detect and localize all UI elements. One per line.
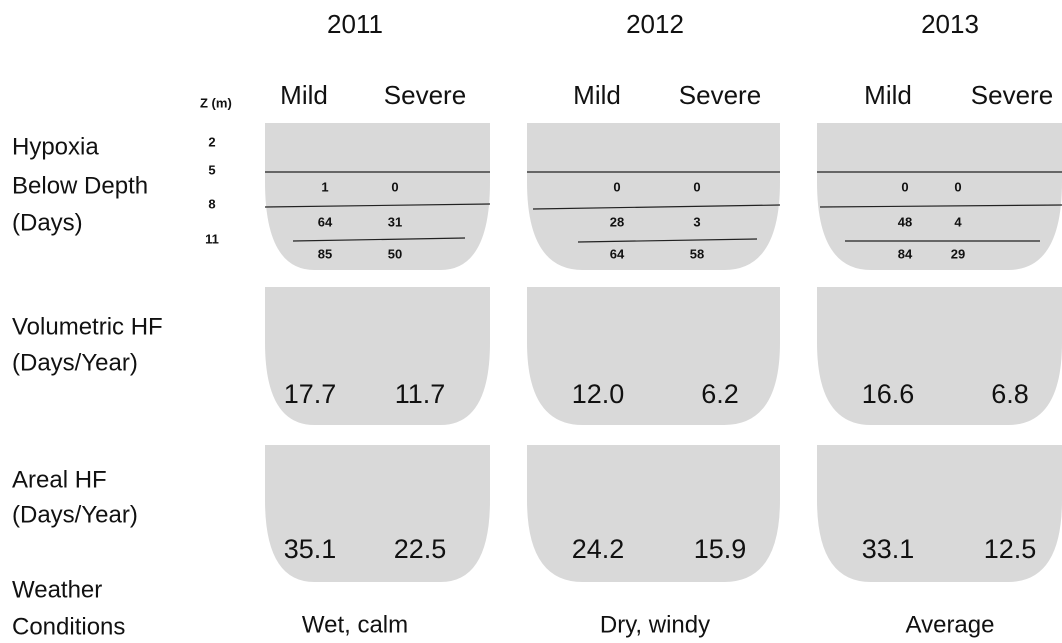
hypoxia-days: 0 <box>613 179 620 194</box>
volumetric-value: 6.8 <box>991 379 1029 409</box>
depth-label: 5 <box>208 162 215 177</box>
areal-value: 12.5 <box>984 534 1037 564</box>
depth-line <box>577 238 758 243</box>
depth-axis-label: Z (m) <box>200 95 232 110</box>
weather: Wet, calm <box>302 611 408 638</box>
row-label: Areal HF <box>12 466 107 493</box>
column-header: Severe <box>384 80 466 110</box>
row-label: (Days/Year) <box>12 501 138 528</box>
hypoxia-basin <box>817 123 1062 270</box>
column-header: Severe <box>971 80 1053 110</box>
row-label: (Days/Year) <box>12 349 138 376</box>
hypoxia-days: 0 <box>693 179 700 194</box>
hypoxia-days: 3 <box>693 214 700 229</box>
areal-basin <box>817 445 1062 582</box>
hypoxia-days: 0 <box>391 179 398 194</box>
volumetric-basin <box>265 287 490 425</box>
row-label: Hypoxia <box>12 133 99 160</box>
year-title: 2013 <box>921 9 979 39</box>
row-label: (Days) <box>12 209 83 236</box>
areal-basin <box>265 445 490 582</box>
depth-line <box>819 204 1062 208</box>
areal-value: 24.2 <box>572 534 625 564</box>
hypoxia-days: 58 <box>690 246 704 261</box>
volumetric-value: 17.7 <box>284 379 337 409</box>
row-label: Weather <box>12 576 102 603</box>
areal-value: 15.9 <box>694 534 747 564</box>
hypoxia-days: 64 <box>318 214 333 229</box>
hypoxia-days: 31 <box>388 214 402 229</box>
depth-label: 2 <box>208 134 215 149</box>
weather: Average <box>906 611 995 638</box>
volumetric-basin <box>817 287 1062 425</box>
hypoxia-days: 84 <box>898 246 913 261</box>
volumetric-value: 6.2 <box>701 379 739 409</box>
hypoxia-days: 0 <box>901 179 908 194</box>
volumetric-value: 12.0 <box>572 379 625 409</box>
hypoxia-days: 64 <box>610 246 625 261</box>
volumetric-value: 11.7 <box>395 379 446 409</box>
areal-value: 22.5 <box>394 534 447 564</box>
column-header: Mild <box>280 80 328 110</box>
depth-line <box>532 204 781 210</box>
volumetric-value: 16.6 <box>862 379 915 409</box>
depth-label: 11 <box>205 231 219 246</box>
weather: Dry, windy <box>600 611 710 638</box>
column-header: Mild <box>864 80 912 110</box>
column-header: Mild <box>573 80 621 110</box>
hypoxia-days: 4 <box>954 214 962 229</box>
areal-value: 35.1 <box>284 534 337 564</box>
hypoxia-basin <box>527 123 780 270</box>
hypoxia-days: 85 <box>318 246 332 261</box>
areal-value: 33.1 <box>862 534 915 564</box>
volumetric-basin <box>527 287 780 425</box>
hypoxia-days: 28 <box>610 214 624 229</box>
depth-label: 8 <box>208 196 215 211</box>
hypoxia-days: 0 <box>954 179 961 194</box>
depth-line <box>292 237 466 242</box>
row-label: Below Depth <box>12 172 148 199</box>
column-header: Severe <box>679 80 761 110</box>
row-label: Volumetric HF <box>12 313 163 340</box>
depth-line <box>264 203 491 208</box>
areal-basin <box>527 445 780 582</box>
hypoxia-days: 50 <box>388 246 402 261</box>
hypoxia-days: 1 <box>321 179 328 194</box>
row-label: Conditions <box>12 613 125 640</box>
year-title: 2012 <box>626 9 684 39</box>
hypoxia-days: 29 <box>951 246 965 261</box>
hypoxia-basin <box>265 123 490 270</box>
hypoxia-days: 48 <box>898 214 912 229</box>
year-title: 2011 <box>327 9 383 39</box>
